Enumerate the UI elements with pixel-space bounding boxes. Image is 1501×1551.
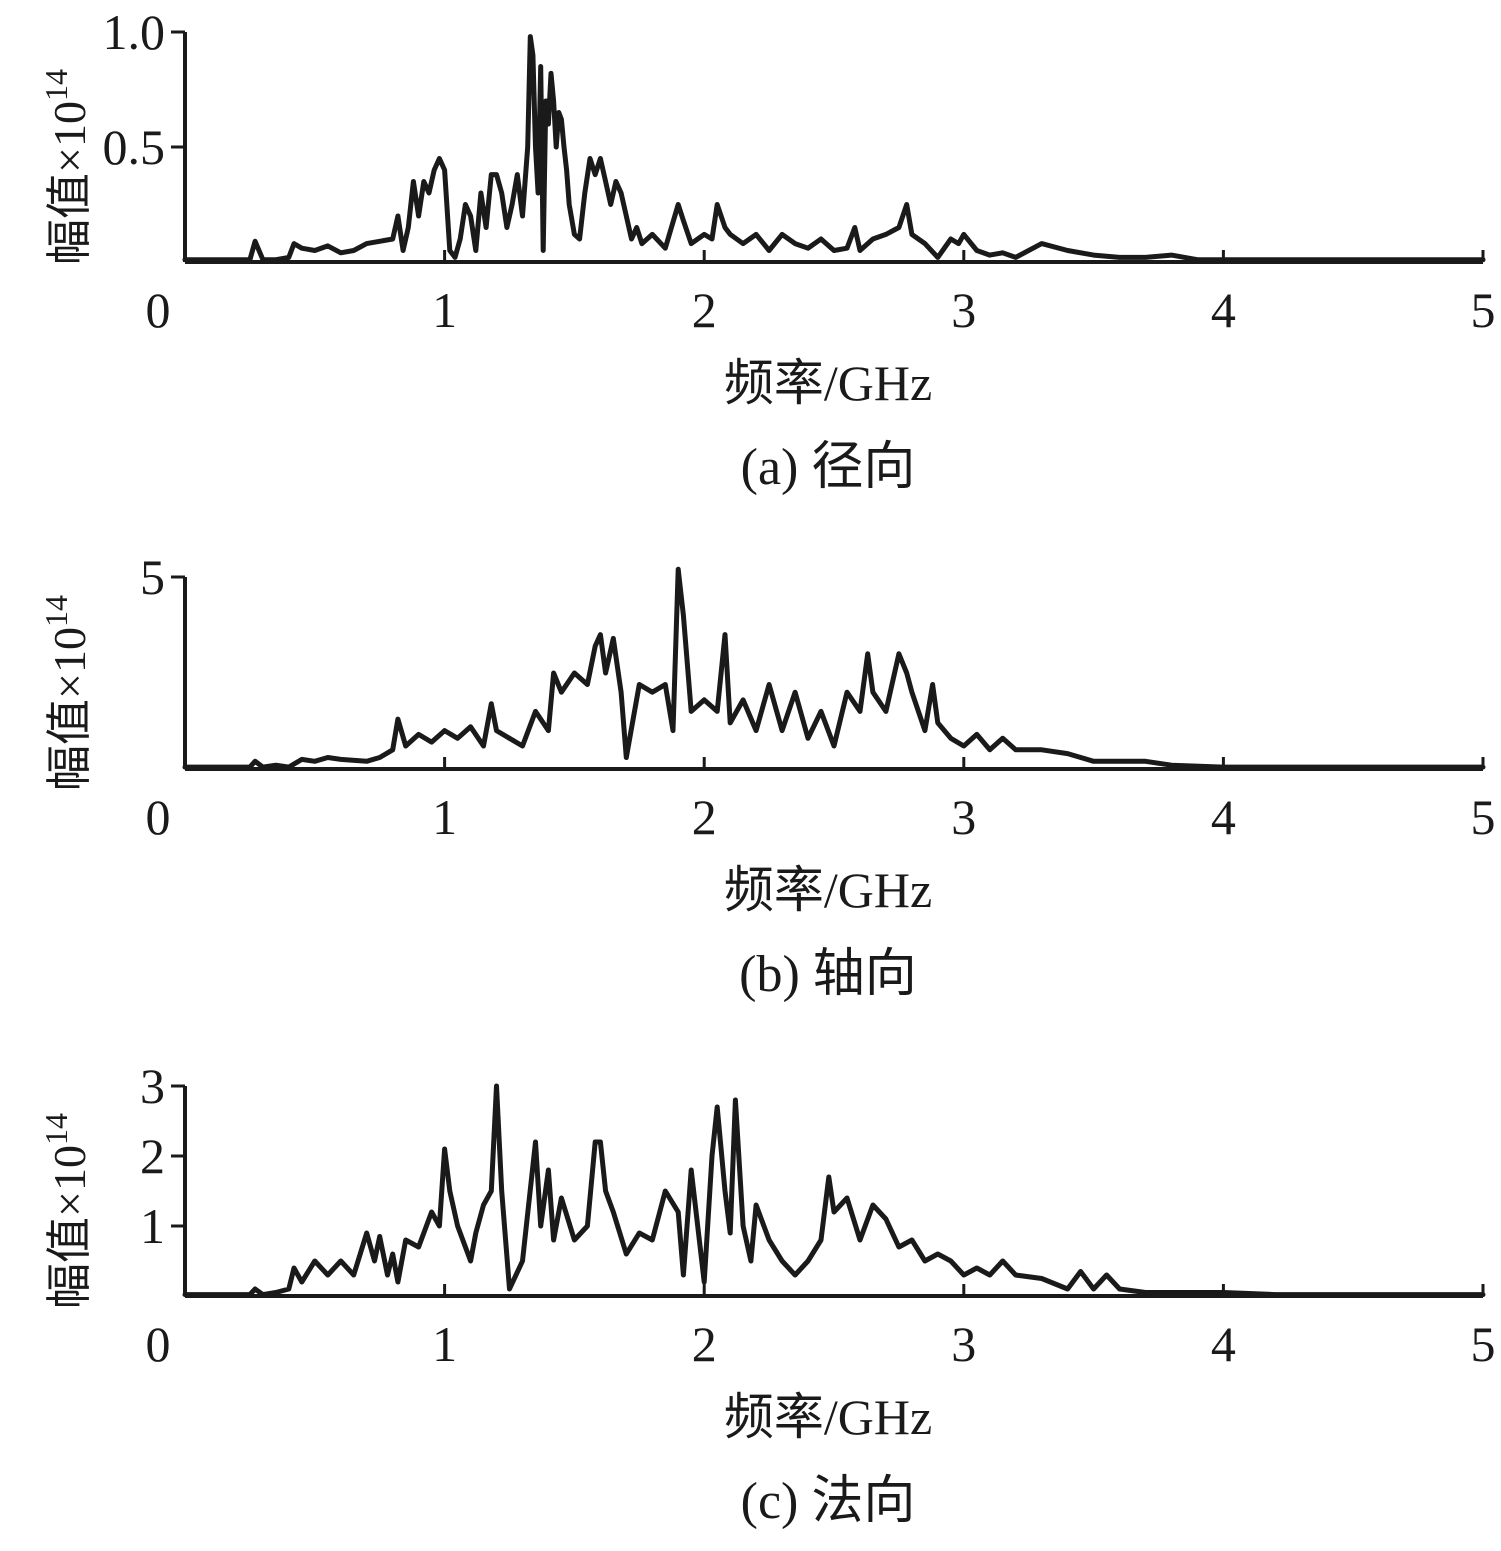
y-tick-label: 3: [140, 1058, 165, 1114]
x-tick-label: 0: [146, 789, 171, 845]
x-tick-label: 1: [432, 1316, 457, 1372]
y-tick-label: 2: [140, 1128, 165, 1184]
y-tick-label: 1: [140, 1198, 165, 1254]
panel-axial: 0 1 2 3 4 5 5 幅值×1014 频率/GHz (b) 轴向: [38, 549, 1496, 1003]
x-tick-label: 4: [1211, 1316, 1236, 1372]
spectrum-line: [182, 34, 1486, 263]
x-tick-label: 1: [432, 789, 457, 845]
y-axis-label: 幅值×1014: [38, 69, 95, 265]
spectrum-line: [182, 566, 1486, 770]
panel-radial: 0 1 2 3 4 5 0.5 1.0幅值×1014 频率/GHz (a) 径向: [38, 4, 1496, 496]
y-tick-label: 1.0: [103, 4, 166, 60]
x-tick-label: 1: [432, 282, 457, 338]
x-tick-label: 5: [1471, 1316, 1496, 1372]
x-tick-label: 4: [1211, 789, 1236, 845]
x-tick-label: 5: [1471, 789, 1496, 845]
y-axis-label: 幅值×1014: [38, 1113, 95, 1309]
x-tick-label: 2: [692, 789, 717, 845]
x-tick-label: 5: [1471, 282, 1496, 338]
x-tick-label: 3: [951, 282, 976, 338]
x-tick-label: 4: [1211, 282, 1236, 338]
x-tick-label: 3: [951, 789, 976, 845]
x-tick-label: 0: [146, 282, 171, 338]
y-tick-label: 5: [140, 549, 165, 605]
x-tick-label: 0: [146, 1316, 171, 1372]
x-axis-label: 频率/GHz: [724, 862, 932, 918]
spectrum-line: [182, 1083, 1486, 1298]
y-axis-label: 幅值×1014: [38, 595, 95, 791]
panel-caption: (a) 径向: [741, 439, 916, 496]
x-tick-label: 3: [951, 1316, 976, 1372]
panel-caption: (b) 轴向: [739, 946, 917, 1003]
x-tick-label: 2: [692, 1316, 717, 1372]
x-axis-label: 频率/GHz: [724, 1389, 932, 1445]
panel-normal: 0 1 2 3 4 5 1 2 3 幅值×1014 频率/GHz (c) 法向: [38, 1058, 1496, 1530]
x-axis-label: 频率/GHz: [724, 355, 932, 411]
x-tick-label: 2: [692, 282, 717, 338]
y-tick-label: 0.5: [103, 119, 166, 175]
panel-caption: (c) 法向: [741, 1473, 916, 1530]
